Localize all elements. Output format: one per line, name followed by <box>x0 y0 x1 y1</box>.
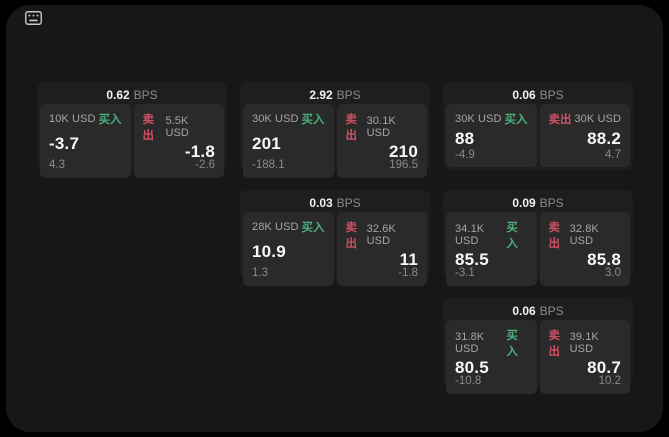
quotes-grid: 0.62 BPS 10K USD 买入 -3.7 4.3 卖出 5.5K USD… <box>37 82 633 394</box>
buy-tag: 买入 <box>506 222 518 250</box>
quote-card: 0.03 BPS 28K USD 买入 10.9 1.3 卖出 32.6K US… <box>240 190 430 286</box>
sell-tile[interactable]: 卖出 30.1K USD 210 196.5 <box>336 104 427 178</box>
sell-price: 88.2 <box>587 128 621 148</box>
bps-unit-label: BPS <box>336 87 361 102</box>
buy-tag: 买入 <box>504 114 528 126</box>
buy-price: 10.9 <box>252 242 286 261</box>
bps-value: 2.92 <box>309 87 333 102</box>
sell-change: 4.7 <box>605 148 621 161</box>
bps-value: 0.09 <box>512 195 536 210</box>
bps-header: 2.92 BPS <box>243 85 427 104</box>
sell-amount: 32.8K USD <box>569 223 599 247</box>
sell-price: 85.8 <box>587 250 621 269</box>
sell-amount: 30.1K USD <box>366 115 396 139</box>
buy-price: 88 <box>455 128 475 148</box>
sell-tile[interactable]: 卖出 32.8K USD 85.8 3.0 <box>539 212 630 286</box>
sell-change: -1.8 <box>398 267 418 279</box>
sell-change: 3.0 <box>605 267 621 279</box>
buy-change: -3.1 <box>455 267 475 279</box>
buy-tile[interactable]: 30K USD 买入 201 -188.1 <box>243 104 334 178</box>
buy-price: 80.5 <box>455 358 489 377</box>
sell-tag: 卖出 <box>548 222 561 250</box>
bps-header: 0.06 BPS <box>446 301 630 320</box>
buy-tag: 买入 <box>98 114 122 126</box>
sell-tile[interactable]: 卖出 39.1K USD 80.7 10.2 <box>539 320 630 394</box>
buy-amount: 34.1K USD <box>455 223 485 247</box>
sell-price: 11 <box>399 250 418 269</box>
buy-tile[interactable]: 10K USD 买入 -3.7 4.3 <box>40 104 131 178</box>
buy-amount: 10K USD <box>49 113 96 125</box>
bps-value: 0.03 <box>309 195 333 210</box>
sell-tile[interactable]: 卖出 5.5K USD -1.8 -2.6 <box>133 104 224 178</box>
bps-unit-label: BPS <box>539 87 564 102</box>
buy-amount: 28K USD <box>252 221 299 233</box>
sell-amount: 39.1K USD <box>569 331 599 355</box>
bps-value: 0.06 <box>512 303 536 318</box>
sell-amount: 32.6K USD <box>366 223 396 247</box>
buy-change: -4.9 <box>455 148 475 161</box>
sell-tag: 卖出 <box>142 114 155 142</box>
buy-change: 1.3 <box>252 267 268 279</box>
bps-header: 0.62 BPS <box>40 85 224 104</box>
sell-tile[interactable]: 卖出 30K USD 88.2 4.7 <box>539 104 630 167</box>
buy-price: -3.7 <box>49 134 80 153</box>
sell-tag: 卖出 <box>345 222 358 250</box>
sell-price: -1.8 <box>184 142 215 161</box>
quote-card: 0.62 BPS 10K USD 买入 -3.7 4.3 卖出 5.5K USD… <box>37 82 227 178</box>
buy-tile[interactable]: 31.8K USD 买入 80.5 -10.8 <box>446 320 537 394</box>
sell-price: 80.7 <box>587 358 621 377</box>
buy-amount: 30K USD <box>252 113 299 125</box>
quote-card: 0.09 BPS 34.1K USD 买入 85.5 -3.1 卖出 32.8K… <box>443 190 633 286</box>
buy-change: -188.1 <box>252 159 285 171</box>
buy-tile[interactable]: 34.1K USD 买入 85.5 -3.1 <box>446 212 537 286</box>
bps-value: 0.06 <box>512 87 536 102</box>
buy-amount: 31.8K USD <box>455 331 485 355</box>
sell-amount: 5.5K USD <box>165 115 189 139</box>
bps-value: 0.62 <box>106 87 130 102</box>
bps-unit-label: BPS <box>133 87 158 102</box>
buy-amount: 30K USD <box>455 113 502 125</box>
sell-price: 210 <box>389 142 418 161</box>
buy-tile[interactable]: 30K USD 买入 88 -4.9 <box>446 104 537 167</box>
buy-price: 201 <box>252 134 281 153</box>
buy-change: 4.3 <box>49 159 65 171</box>
buy-tag: 买入 <box>301 114 325 126</box>
bps-header: 0.09 BPS <box>446 193 630 212</box>
sell-change: 196.5 <box>389 159 418 171</box>
sell-tag: 卖出 <box>548 114 572 126</box>
bps-unit-label: BPS <box>539 303 564 318</box>
sell-tag: 卖出 <box>548 330 561 358</box>
keyboard-icon[interactable] <box>25 11 42 25</box>
quote-card: 0.06 BPS 31.8K USD 买入 80.5 -10.8 卖出 39.1… <box>443 298 633 394</box>
buy-tag: 买入 <box>506 330 518 358</box>
bps-unit-label: BPS <box>539 195 564 210</box>
sell-amount: 30K USD <box>574 113 621 125</box>
buy-change: -10.8 <box>455 375 482 387</box>
sell-tile[interactable]: 卖出 32.6K USD 11 -1.8 <box>336 212 427 286</box>
buy-tag: 买入 <box>301 222 325 234</box>
quote-card: 2.92 BPS 30K USD 买入 201 -188.1 卖出 30.1K … <box>240 82 430 178</box>
sell-change: 10.2 <box>598 375 621 387</box>
buy-tile[interactable]: 28K USD 买入 10.9 1.3 <box>243 212 334 286</box>
bps-unit-label: BPS <box>336 195 361 210</box>
sell-tag: 卖出 <box>345 114 358 142</box>
quote-card: 0.06 BPS 30K USD 买入 88 -4.9 卖出 30K USD 8… <box>443 82 633 170</box>
bps-header: 0.06 BPS <box>446 85 630 104</box>
sell-change: -2.6 <box>195 159 215 171</box>
bps-header: 0.03 BPS <box>243 193 427 212</box>
buy-price: 85.5 <box>455 250 489 269</box>
